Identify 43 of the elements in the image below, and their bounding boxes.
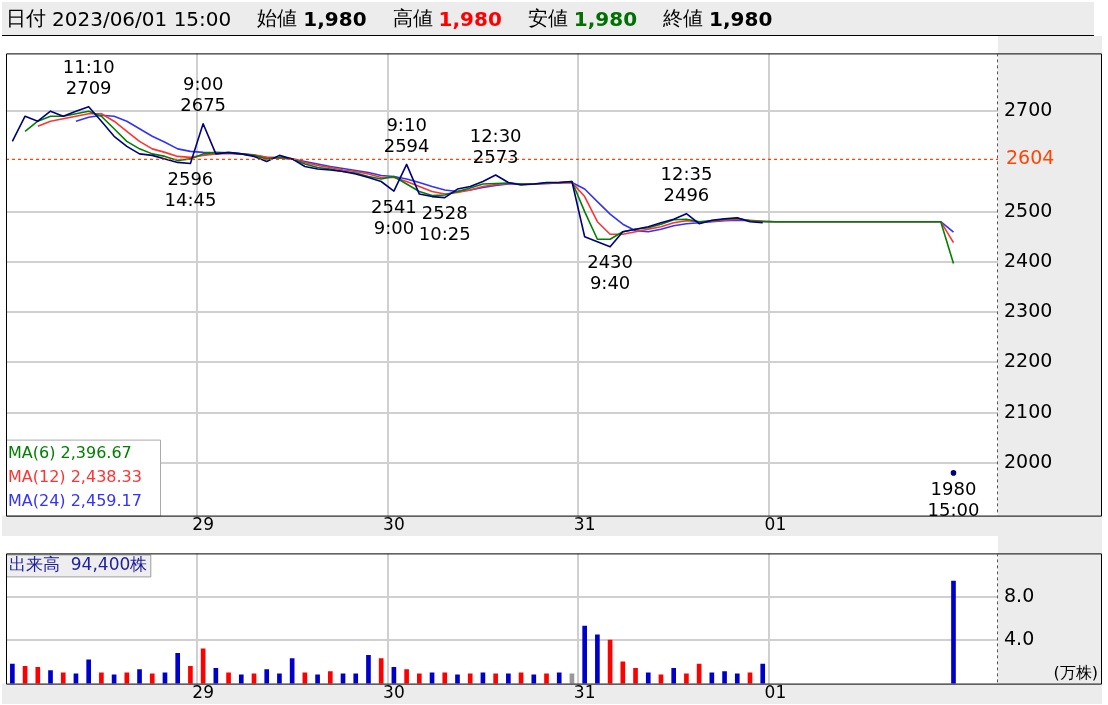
text: 1,980 — [709, 6, 773, 31]
text: MA(24) 2,459.17 — [8, 490, 142, 510]
text: MA(12) 2,438.33 — [8, 466, 142, 486]
annotation: 12:30 2573 — [469, 124, 522, 167]
ref-line-label: 2604 — [1006, 146, 1055, 169]
y-tick-label: 2700 — [1004, 98, 1053, 121]
x-tick-label: 31 — [573, 682, 596, 703]
y-tick-label: 2300 — [1004, 299, 1053, 322]
text: 高値 — [392, 5, 433, 32]
annotation: 9:10 2594 — [383, 114, 430, 157]
text: 終値 — [663, 5, 704, 32]
x-tick-label: 29 — [192, 682, 214, 703]
text: MA(6) 2,396.67 — [8, 442, 132, 462]
chart-title: 出来高 94,400株 — [9, 553, 148, 574]
text: 1,980 — [303, 6, 367, 31]
text: 日付 — [6, 5, 46, 32]
annotation: 2596 14:45 — [164, 168, 217, 211]
y-tick-label: 2500 — [1004, 198, 1053, 221]
text: 2023/06/01 15:00 — [52, 6, 232, 31]
y-tick-label: 2000 — [1004, 449, 1053, 472]
x-tick-label: 31 — [573, 514, 596, 535]
text: 1,980 — [573, 6, 638, 31]
annotation: 2528 10:25 — [418, 202, 471, 245]
y-axis-title: (万株) — [1053, 662, 1098, 682]
annotation: 11:10 2709 — [62, 56, 115, 99]
y-tick-label: 4.0 — [1004, 627, 1035, 650]
annotation: 12:35 2496 — [660, 163, 713, 206]
x-tick-label: 01 — [764, 514, 787, 535]
y-tick-label: 2100 — [1004, 399, 1053, 422]
x-tick-label: 29 — [192, 514, 214, 535]
annotation: 2430 9:40 — [587, 251, 634, 294]
annotation: 1980 15:00 — [927, 477, 980, 520]
annotation: 2541 9:00 — [370, 195, 417, 238]
y-tick-label: 8.0 — [1004, 583, 1035, 606]
x-tick-label: 30 — [383, 514, 405, 535]
text: 始値 — [257, 5, 298, 32]
y-tick-label: 2400 — [1004, 248, 1053, 271]
annotation: 9:00 2675 — [180, 73, 227, 116]
x-tick-label: 30 — [383, 682, 405, 703]
text: 1,980 — [438, 6, 502, 31]
text: 安値 — [527, 5, 568, 32]
x-tick-label: 01 — [764, 682, 787, 703]
y-tick-label: 2200 — [1004, 349, 1053, 372]
